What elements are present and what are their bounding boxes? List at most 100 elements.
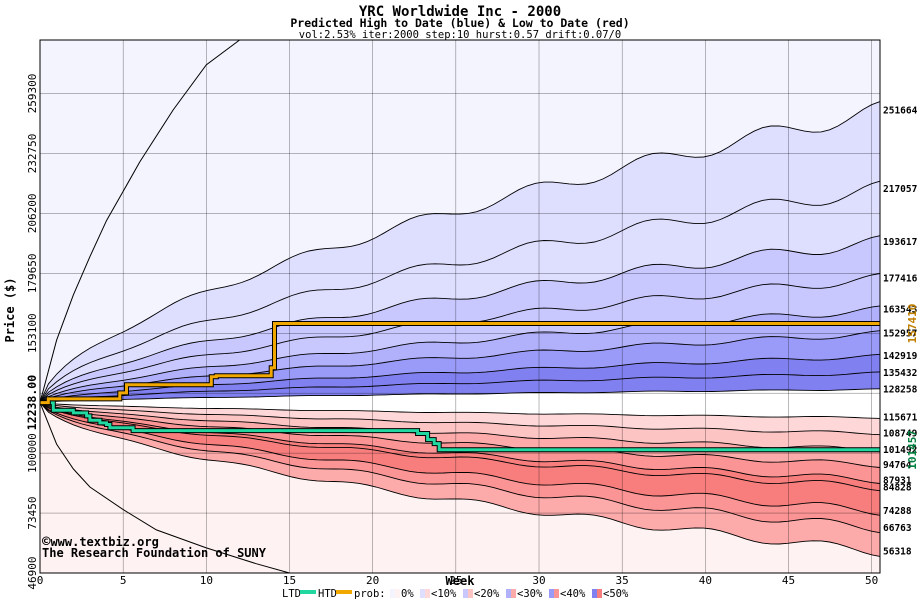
y-tick-label: 12238.00 — [25, 375, 39, 430]
legend-item-label: <10% — [431, 588, 457, 600]
legend-item-label: <20% — [474, 588, 500, 600]
legend-item-label: <40% — [560, 588, 586, 600]
quantile-end-label: 163543 — [883, 305, 918, 316]
band-center — [40, 388, 880, 419]
quantile-end-label: 84828 — [883, 482, 912, 493]
outer-low-curve — [39, 402, 290, 574]
x-tick-label: 30 — [532, 574, 545, 587]
quantile-end-label: 94764 — [883, 460, 912, 471]
quantile-end-label: 101492 — [883, 445, 917, 456]
band-high-7 — [40, 354, 880, 403]
quantile-end-label: 177416 — [883, 273, 918, 284]
band-high-0 — [40, 40, 880, 403]
x-tick-label: 35 — [616, 574, 629, 587]
axes: 0 5 10 15 20 25 30 35 40 45 50 46900 73450 100000 1223… — [25, 39, 881, 590]
legend-swatch-low-1 — [425, 589, 430, 598]
legend-prob-items: 0% <10% <20% <30% <40% <50% — [390, 588, 629, 600]
y-tick-label: 153100 — [26, 313, 39, 353]
legend-swatch-low-3 — [511, 589, 516, 598]
plot-frame — [39, 39, 881, 574]
band-high-1 — [40, 101, 880, 403]
quantile-end-label: 74288 — [883, 506, 912, 517]
band-low-2 — [40, 402, 880, 452]
quantile-line-101492 — [39, 402, 881, 453]
quantile-line-108749 — [39, 402, 881, 436]
y-tick-label: 100000 — [26, 433, 39, 473]
x-tick-label: 40 — [699, 574, 712, 587]
legend-ltd-swatch — [300, 590, 316, 594]
chart-title: YRC Worldwide Inc - 2000 — [359, 4, 561, 20]
y-tick-label: 259300 — [26, 74, 39, 114]
band-high-8 — [40, 371, 880, 403]
quantile-line-115671 — [39, 402, 881, 419]
quantile-line-135432 — [39, 371, 881, 404]
quantile-end-label: 217057 — [883, 184, 917, 195]
band-low-8 — [40, 402, 880, 557]
x-tick-label: 50 — [865, 574, 878, 587]
quantile-line-66763 — [39, 402, 881, 534]
band-high-3 — [40, 235, 880, 403]
credit-site: ©www.textbiz.org — [42, 534, 159, 550]
y-tick-label: 46900 — [26, 556, 39, 589]
y-tick-label: 179650 — [26, 253, 39, 293]
credit-org: The Research Foundation of SUNY — [42, 546, 267, 560]
legend-htd-label: HTD — [318, 588, 337, 600]
legend: LTD HTD prob: 0% <10% <20% <30% <40% <50% — [282, 588, 629, 600]
legend-swatch-low-5 — [597, 589, 602, 598]
legend-item-label: <50% — [603, 588, 629, 600]
x-axis-label: Week — [446, 574, 476, 588]
quantile-end-label: 56318 — [883, 547, 912, 558]
legend-ltd-label: LTD — [282, 588, 301, 600]
x-tick-label: 10 — [200, 574, 213, 587]
legend-swatch-low-0 — [395, 589, 400, 598]
ltd-line — [40, 401, 880, 452]
quantile-line-56318 — [39, 402, 881, 557]
legend-swatch-low-2 — [468, 589, 473, 598]
x-tick-label: 0 — [37, 574, 44, 587]
quantile-end-label: 251664 — [883, 106, 918, 117]
x-tick-label: 15 — [283, 574, 296, 587]
quantile-end-label: 115671 — [883, 413, 918, 424]
quantile-line-193617 — [39, 235, 881, 403]
band-high-6 — [40, 330, 880, 403]
outer-high-curve — [39, 39, 240, 403]
quantile-end-label: 66763 — [883, 523, 912, 534]
chart-params: vol:2.53% iter:2000 step:10 hurst:0.57 d… — [299, 29, 621, 41]
quantile-line-128258 — [39, 388, 881, 404]
band-low-6 — [40, 402, 880, 516]
quantile-end-label: 135432 — [883, 368, 917, 379]
quantile-end-label: 193617 — [883, 237, 917, 248]
band-high-4 — [40, 273, 880, 403]
x-tick-label: 5 — [120, 574, 127, 587]
band-high-5 — [40, 305, 880, 403]
x-tick-label: 45 — [782, 574, 795, 587]
legend-swatch-low-4 — [554, 589, 559, 598]
quantile-end-label: 108749 — [883, 428, 918, 439]
quantile-line-217057 — [39, 180, 881, 403]
y-axis-label: Price ($) — [3, 277, 17, 342]
quantile-end-label: 128258 — [883, 384, 918, 395]
quantile-end-label: 87931 — [883, 475, 912, 486]
legend-htd-swatch — [336, 590, 352, 594]
quantile-line-152957 — [39, 330, 881, 403]
quantile-line-94764 — [39, 402, 881, 468]
legend-item-label: <30% — [517, 588, 543, 600]
y-tick-label: 232750 — [26, 134, 39, 174]
x-tick-label: 20 — [366, 574, 379, 587]
band-low-0 — [40, 402, 880, 573]
y-tick-label: 206200 — [26, 194, 39, 234]
htd-end-label: 157410 — [906, 304, 919, 344]
legend-item-label: 0% — [401, 588, 414, 600]
band-low-1 — [40, 402, 880, 435]
band-high-2 — [40, 181, 880, 403]
x-tick-label: 25 — [449, 574, 462, 587]
htd-line — [40, 322, 880, 405]
quantile-line-74288 — [39, 402, 881, 516]
quantile-line-163543 — [39, 305, 881, 403]
ltd-end-label: 101457 — [906, 430, 919, 470]
quantile-line-251664 — [39, 101, 881, 403]
series-lines — [40, 321, 880, 453]
legend-prob-label: prob: — [354, 588, 386, 600]
y-tick-label: 73450 — [26, 497, 39, 530]
